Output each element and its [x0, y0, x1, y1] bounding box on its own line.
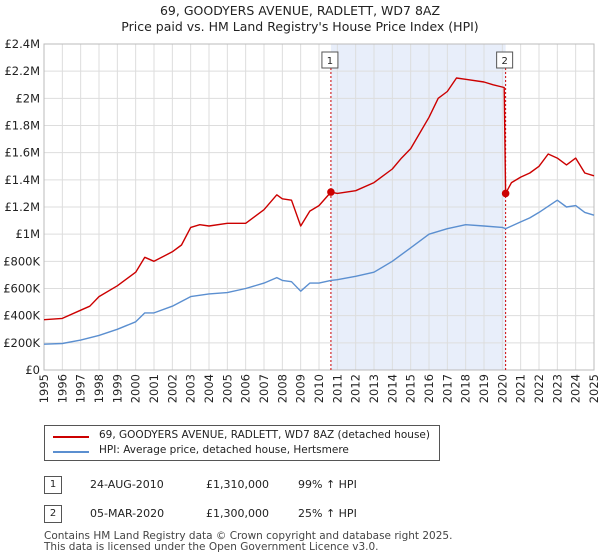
- x-tick-label: 1996: [55, 374, 69, 403]
- legend: 69, GOODYERS AVENUE, RADLETT, WD7 8AZ (d…: [44, 425, 440, 461]
- legend-label-hpi: HPI: Average price, detached house, Hert…: [99, 444, 349, 456]
- chart-title: 69, GOODYERS AVENUE, RADLETT, WD7 8AZ: [159, 3, 441, 18]
- x-tick-label: 1998: [92, 374, 106, 403]
- transaction-price: £1,310,000: [206, 478, 269, 491]
- y-tick-label: £1.2M: [4, 200, 40, 214]
- chart-subtitle: Price paid vs. HM Land Registry's House …: [121, 19, 479, 34]
- transaction-date: 05-MAR-2020: [90, 507, 165, 520]
- annotation-label: 1: [327, 56, 333, 67]
- y-tick-label: £2.4M: [4, 37, 40, 51]
- x-tick-label: 2014: [385, 374, 399, 403]
- property-price-line: [43, 77, 595, 321]
- x-tick-label: 1995: [37, 374, 51, 403]
- transaction-price: £1,300,000: [206, 507, 269, 520]
- transaction-hpi: 99% ↑ HPI: [298, 478, 357, 491]
- x-tick-label: 2007: [257, 374, 271, 403]
- x-tick-label: 2005: [220, 374, 234, 403]
- x-tick-label: 2006: [239, 374, 253, 403]
- x-tick-label: 2011: [330, 374, 344, 403]
- x-tick-label: 2020: [495, 374, 509, 403]
- x-tick-label: 2008: [275, 374, 289, 403]
- x-tick-label: 2023: [550, 374, 564, 403]
- y-tick-label: £800K: [3, 254, 40, 268]
- transaction-date: 24-AUG-2010: [90, 478, 164, 491]
- x-tick-label: 1997: [74, 374, 88, 403]
- plot-frame: [43, 43, 595, 371]
- footer-copyright: Contains HM Land Registry data © Crown c…: [44, 530, 453, 542]
- x-tick-label: 2009: [294, 374, 308, 403]
- transaction-hpi: 25% ↑ HPI: [298, 507, 357, 520]
- transaction-number: 1: [44, 476, 62, 494]
- annotation-box: [321, 51, 339, 69]
- y-tick-label: £2.2M: [4, 64, 40, 78]
- y-tick-label: £0: [25, 363, 40, 377]
- x-tick-label: 2013: [367, 374, 381, 403]
- y-tick-label: £600K: [3, 282, 40, 296]
- sale-marker: [327, 188, 335, 196]
- y-tick-label: £1.6M: [4, 146, 40, 160]
- x-tick-label: 2022: [532, 374, 546, 403]
- x-tick-label: 2024: [569, 374, 583, 403]
- x-tick-label: 2021: [514, 374, 528, 403]
- x-tick-label: 2003: [184, 374, 198, 403]
- annotation-box: [496, 51, 514, 69]
- x-tick-label: 2019: [477, 374, 491, 403]
- y-tick-label: £400K: [3, 309, 40, 323]
- legend-swatch-property: [53, 436, 89, 438]
- footer-license: This data is licensed under the Open Gov…: [44, 541, 379, 553]
- x-tick-label: 1999: [110, 374, 124, 403]
- hpi-line: [43, 199, 595, 345]
- y-tick-label: £200K: [3, 336, 40, 350]
- x-tick-label: 2018: [459, 374, 473, 403]
- legend-swatch-hpi: [53, 451, 89, 453]
- x-tick-label: 2015: [404, 374, 418, 403]
- x-tick-label: 2025: [587, 374, 600, 403]
- x-tick-label: 2004: [202, 374, 216, 403]
- x-tick-label: 2016: [422, 374, 436, 403]
- sale-marker: [501, 189, 510, 198]
- footer: Contains HM Land Registry data © Crown c…: [44, 531, 452, 553]
- annotation-label: 2: [501, 56, 507, 67]
- y-tick-label: £2M: [15, 91, 40, 105]
- transaction-number: 2: [44, 505, 62, 523]
- y-tick-label: £1.8M: [4, 119, 40, 133]
- x-tick-label: 2010: [312, 374, 326, 403]
- price-chart: £0 £200K £400K £600K £800K £1M £1.2M £1.4M £1.6M…: [3, 37, 600, 403]
- x-tick-label: 2017: [440, 374, 454, 403]
- x-tick-label: 2012: [349, 374, 363, 403]
- y-tick-label: £1.4M: [4, 173, 40, 187]
- x-tick-label: 2000: [129, 374, 143, 403]
- y-tick-label: £1M: [15, 227, 40, 241]
- x-tick-label: 2002: [165, 374, 179, 403]
- x-tick-label: 2001: [147, 374, 161, 403]
- legend-label-property: 69, GOODYERS AVENUE, RADLETT, WD7 8AZ (d…: [99, 429, 430, 441]
